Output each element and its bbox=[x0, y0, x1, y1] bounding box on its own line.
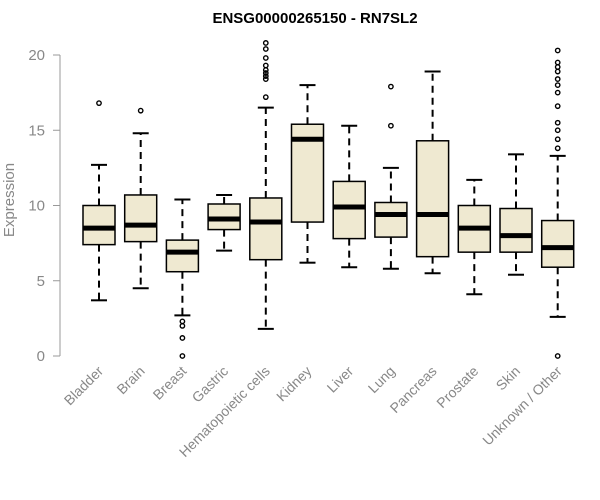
outlier-point bbox=[262, 46, 269, 52]
outlier-point bbox=[262, 67, 269, 73]
x-tick-label: Skin bbox=[493, 363, 524, 394]
box-bladder bbox=[82, 100, 116, 302]
box-prostate bbox=[457, 178, 492, 296]
outlier-point bbox=[554, 119, 561, 126]
outlier-point bbox=[179, 322, 186, 329]
box-iqr bbox=[165, 239, 200, 273]
outlier-point bbox=[262, 55, 269, 61]
y-tick-label: 0 bbox=[37, 348, 45, 365]
outlier-point bbox=[262, 62, 269, 69]
y-tick-label: 10 bbox=[28, 198, 45, 215]
outlier-point bbox=[554, 103, 561, 110]
box-kidney bbox=[290, 84, 325, 264]
chart-title: ENSG00000265150 - RN7SL2 bbox=[212, 10, 417, 27]
outlier-point bbox=[554, 59, 561, 66]
outlier-point bbox=[179, 353, 186, 359]
outlier-point bbox=[554, 136, 561, 143]
outlier-point bbox=[262, 73, 269, 79]
box-lung bbox=[374, 83, 408, 270]
outlier-point bbox=[554, 82, 561, 89]
outlier-point bbox=[262, 70, 269, 76]
y-axis: 0 5 10 15 20 bbox=[28, 47, 61, 365]
box-iqr bbox=[123, 194, 158, 243]
box-hematopoietic-cells bbox=[249, 40, 283, 330]
boxes-layer bbox=[82, 40, 575, 359]
outlier-point bbox=[387, 83, 394, 90]
outlier-point bbox=[554, 353, 561, 359]
outlier-point bbox=[96, 100, 102, 107]
outlier-point bbox=[554, 47, 561, 54]
x-tick-label: Kidney bbox=[273, 363, 315, 405]
outlier-point bbox=[554, 64, 561, 70]
box-unknown-other bbox=[540, 47, 575, 359]
box-iqr bbox=[332, 180, 366, 240]
x-tick-label: Lung bbox=[365, 363, 398, 396]
y-tick-label: 5 bbox=[37, 273, 45, 290]
outlier-point bbox=[262, 76, 269, 82]
box-iqr bbox=[249, 197, 283, 261]
box-liver bbox=[332, 124, 366, 269]
outlier-point bbox=[554, 89, 561, 96]
outlier-point bbox=[137, 107, 144, 114]
outlier-point bbox=[554, 68, 561, 75]
box-breast bbox=[165, 198, 200, 359]
x-tick-label: Breast bbox=[150, 363, 190, 403]
box-iqr bbox=[415, 140, 450, 258]
x-tick-label: Prostate bbox=[433, 363, 481, 411]
box-iqr bbox=[82, 204, 116, 246]
outlier-point bbox=[262, 40, 269, 46]
box-pancreas bbox=[415, 70, 450, 275]
y-axis-label: Expression bbox=[1, 163, 18, 237]
y-tick-label: 15 bbox=[28, 122, 45, 139]
box-skin bbox=[499, 153, 533, 276]
outlier-point bbox=[387, 122, 394, 129]
x-tick-label: Brain bbox=[113, 363, 147, 397]
outlier-point bbox=[262, 94, 269, 101]
outlier-point bbox=[179, 318, 186, 325]
outlier-point bbox=[554, 76, 561, 82]
x-tick-label: Bladder bbox=[61, 363, 107, 409]
x-tick-label: Unknown / Other bbox=[479, 363, 565, 449]
box-gastric bbox=[207, 193, 241, 252]
outlier-point bbox=[179, 335, 186, 341]
box-iqr bbox=[374, 201, 408, 238]
y-tick-label: 20 bbox=[28, 47, 45, 64]
outlier-point bbox=[554, 145, 561, 152]
box-brain bbox=[123, 107, 158, 290]
outlier-point bbox=[554, 127, 561, 134]
box-iqr bbox=[540, 219, 575, 268]
x-tick-label: Liver bbox=[324, 363, 357, 396]
box-iqr bbox=[499, 207, 533, 253]
